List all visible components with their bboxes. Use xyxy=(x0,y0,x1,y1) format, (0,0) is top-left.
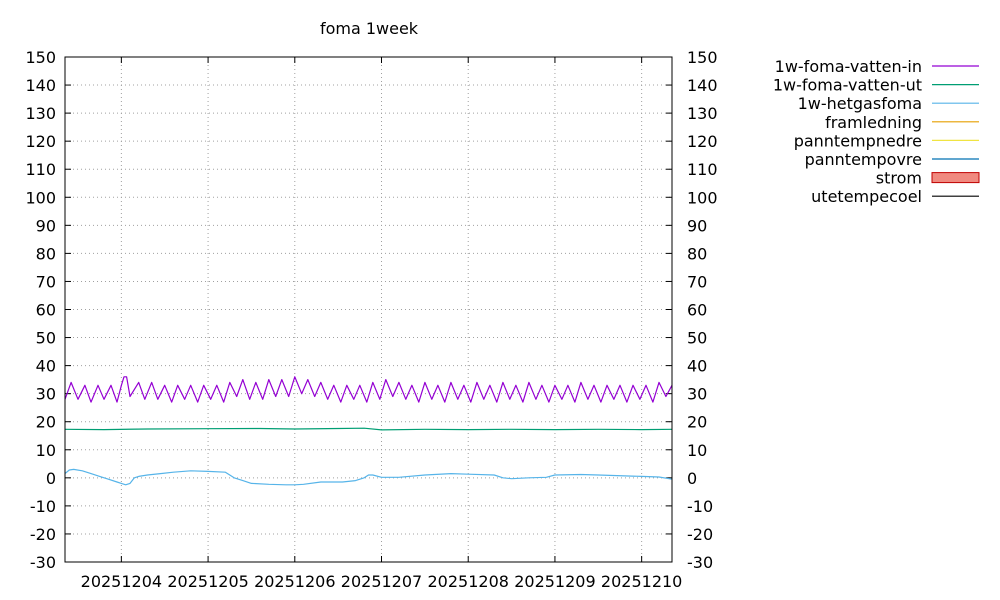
x-tick-label: 20251207 xyxy=(341,572,422,591)
legend-label: framledning xyxy=(825,113,922,132)
legend-swatch-box xyxy=(931,172,980,184)
series-line-1w-foma-vatten-in xyxy=(64,376,673,403)
y-tick-label-right: 0 xyxy=(687,469,697,488)
y-tick-label-right: 130 xyxy=(687,104,718,123)
y-tick-label-left: -10 xyxy=(30,497,56,516)
legend-label: panntempovre xyxy=(805,150,922,169)
x-tick-label: 20251205 xyxy=(167,572,248,591)
y-tick-label-right: 60 xyxy=(687,301,707,320)
y-tick-label-left: 110 xyxy=(25,160,56,179)
y-tick-label-left: 0 xyxy=(46,469,56,488)
y-tick-label-right: 80 xyxy=(687,244,707,263)
y-tick-label-left: 100 xyxy=(25,188,56,207)
series-line-1w-hetgasfoma xyxy=(64,468,673,486)
chart-title: foma 1week xyxy=(320,19,419,38)
x-tick-label: 20251206 xyxy=(254,572,335,591)
legend-label: strom xyxy=(876,169,922,188)
series-layer xyxy=(64,376,673,486)
y-tick-label-right: 90 xyxy=(687,216,707,235)
y-tick-label-left: 130 xyxy=(25,104,56,123)
legend-label: panntempnedre xyxy=(794,131,922,150)
x-tick-label: 20251208 xyxy=(428,572,509,591)
legend-label: utetempecoel xyxy=(811,187,922,206)
legend: 1w-foma-vatten-in1w-foma-vatten-ut1w-het… xyxy=(773,57,980,206)
legend-label: 1w-foma-vatten-ut xyxy=(773,76,922,95)
y-tick-label-right: 40 xyxy=(687,357,707,376)
y-tick-label-left: 120 xyxy=(25,132,56,151)
y-tick-label-left: 20 xyxy=(36,413,56,432)
x-tick-label: 20251209 xyxy=(514,572,595,591)
y-tick-label-left: -20 xyxy=(30,525,56,544)
y-tick-label-left: 50 xyxy=(36,329,56,348)
y-tick-label-right: -10 xyxy=(687,497,713,516)
x-tick-label: 20251204 xyxy=(81,572,162,591)
series-line-1w-foma-vatten-ut xyxy=(64,427,673,431)
legend-label: 1w-foma-vatten-in xyxy=(775,57,922,76)
y-tick-label-right: 50 xyxy=(687,329,707,348)
y-tick-label-right: -20 xyxy=(687,525,713,544)
y-tick-label-right: 30 xyxy=(687,385,707,404)
y-tick-label-left: 60 xyxy=(36,301,56,320)
y-tick-label-right: 110 xyxy=(687,160,718,179)
y-tick-label-left: 10 xyxy=(36,441,56,460)
y-tick-label-right: 70 xyxy=(687,272,707,291)
y-tick-label-left: -30 xyxy=(30,553,56,572)
y-tick-label-right: 100 xyxy=(687,188,718,207)
y-tick-label-left: 140 xyxy=(25,76,56,95)
x-axis: 20251204 20251205 20251206 20251207 20251208… xyxy=(81,57,682,591)
y-tick-label-left: 90 xyxy=(36,216,56,235)
y-tick-label-left: 30 xyxy=(36,385,56,404)
y-axis-right: -30 -20 -10 0 10 20 30 40 50 60 70 80 90 100 110 120 130… xyxy=(666,48,718,572)
y-tick-label-right: 10 xyxy=(687,441,707,460)
y-tick-label-right: 150 xyxy=(687,48,718,67)
legend-label: 1w-hetgasfoma xyxy=(798,94,922,113)
x-tick-label: 20251210 xyxy=(601,572,682,591)
y-tick-label-left: 40 xyxy=(36,357,56,376)
y-tick-label-left: 70 xyxy=(36,272,56,291)
y-tick-label-right: 120 xyxy=(687,132,718,151)
y-tick-label-left: 80 xyxy=(36,244,56,263)
y-tick-label-right: -30 xyxy=(687,553,713,572)
plot-frame xyxy=(64,56,673,563)
y-tick-label-left: 150 xyxy=(25,48,56,67)
y-tick-label-right: 20 xyxy=(687,413,707,432)
grid xyxy=(65,57,672,562)
y-axis-left: -30 -20 -10 0 10 20 30 40 50 60 70 80 90 100 110 120 130… xyxy=(25,48,71,572)
y-tick-label-right: 140 xyxy=(687,76,718,95)
